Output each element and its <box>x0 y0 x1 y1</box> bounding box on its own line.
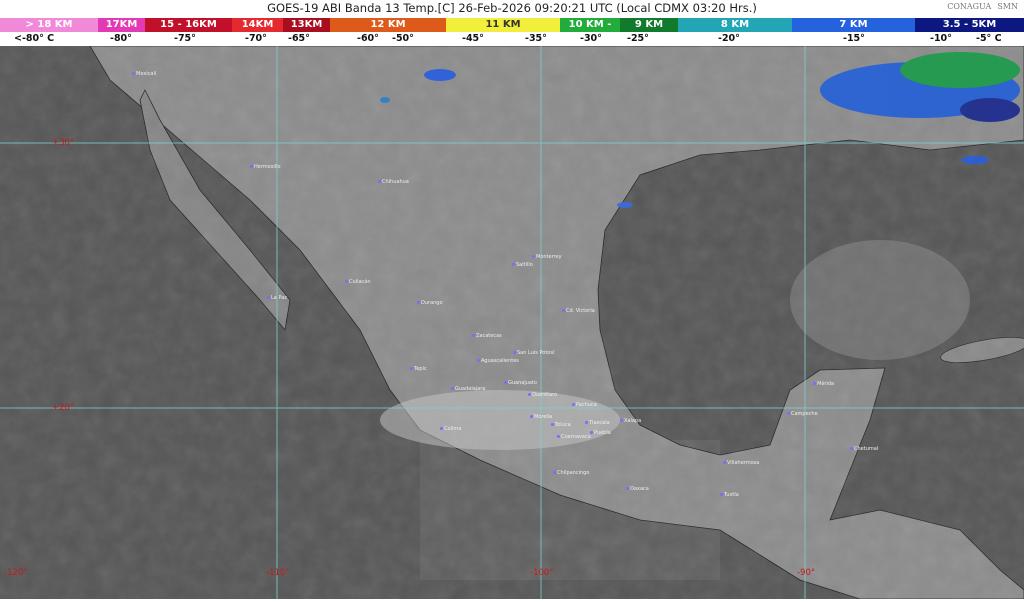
city-marker: Chetumal <box>850 446 878 452</box>
altitude-color-legend: > 18 KM 17KM 15 - 16KM 14KM 13KM 12 KM 11 KM 10… <box>0 18 1024 32</box>
city-marker: Toluca <box>551 422 571 428</box>
city-marker: Zacatecas <box>472 333 502 339</box>
legend-segment: 11 KM <box>446 18 560 32</box>
satellite-map: +30° +20° -120° -110° -100° -90° Mexical… <box>0 45 1024 600</box>
temperature-tick: -35° <box>525 33 547 44</box>
lat-label-20: +20° <box>52 403 75 413</box>
legend-segment: 10 KM - <box>560 18 620 32</box>
city-marker: Aguascalientes <box>477 358 519 364</box>
temperature-tick: -65° <box>288 33 310 44</box>
agency-logos: CONAGUA SMN <box>947 2 1018 11</box>
city-marker: Mérida <box>813 381 834 387</box>
image-title: GOES-19 ABI Banda 13 Temp.[C] 26-Feb-202… <box>267 1 757 15</box>
legend-segment: 14KM <box>232 18 283 32</box>
graticule <box>0 46 1024 599</box>
satellite-image <box>0 45 1024 600</box>
city-marker: Tepic <box>410 366 427 372</box>
city-marker: Cd. Victoria <box>562 308 595 314</box>
temperature-tick: <-80° C <box>14 33 55 44</box>
lon-label-120: -120° <box>4 568 28 578</box>
city-marker: Pachuca <box>572 402 597 408</box>
conagua-logo: CONAGUA <box>947 2 992 11</box>
temperature-tick: -45° <box>462 33 484 44</box>
temperature-tick: -5° C <box>976 33 1002 44</box>
cold-cloud-tops <box>380 52 1020 208</box>
legend-segment: 15 - 16KM <box>145 18 232 32</box>
temperature-tick: -15° <box>843 33 865 44</box>
temperature-tick: -25° <box>627 33 649 44</box>
lon-label-100: -100° <box>530 568 554 578</box>
lat-label-30: +30° <box>52 138 75 148</box>
city-marker: Monterrey <box>532 254 562 260</box>
legend-segment: 7 KM <box>792 18 915 32</box>
city-marker: Villahermosa <box>723 460 759 466</box>
temperature-tick: -80° <box>110 33 132 44</box>
city-marker: Culiacán <box>345 279 370 285</box>
legend-segment: 8 KM <box>678 18 792 32</box>
city-marker: Querétaro <box>528 392 557 398</box>
lon-label-110: -110° <box>266 568 290 578</box>
city-marker: Campeche <box>787 411 818 417</box>
city-marker: Saltillo <box>512 262 533 268</box>
city-marker: Morelia <box>530 414 552 420</box>
legend-segment: > 18 KM <box>0 18 98 32</box>
temperature-tick: -10° <box>930 33 952 44</box>
city-marker: Colima <box>440 426 461 432</box>
temperature-tick: -50° <box>392 33 414 44</box>
city-marker: Guanajuato <box>504 380 537 386</box>
city-marker: Hermosillo <box>250 164 281 170</box>
city-marker: Tuxtla <box>720 492 739 498</box>
city-marker: Durango <box>417 300 443 306</box>
legend-segment: 3.5 - 5KM <box>915 18 1024 32</box>
lon-label-90: -90° <box>797 568 816 578</box>
legend-segment: 9 KM <box>620 18 678 32</box>
city-marker: La Paz <box>267 295 287 301</box>
city-marker: Chilpancingo <box>553 470 589 476</box>
temperature-tick: -70° <box>245 33 267 44</box>
city-marker: Tlaxcala <box>585 420 610 426</box>
city-marker: Chihuahua <box>378 179 409 185</box>
legend-segment: 13KM <box>283 18 330 32</box>
city-marker: Guadalajara <box>451 386 485 392</box>
temperature-tick: -20° <box>718 33 740 44</box>
city-marker: Oaxaca <box>626 486 649 492</box>
temperature-tick: -30° <box>580 33 602 44</box>
temperature-tick: -60° <box>357 33 379 44</box>
temperature-scale: <-80° C -80° -75° -70° -65° -60° -50° -45° -35° -… <box>0 32 1024 46</box>
city-marker: Mexicali <box>132 71 156 77</box>
city-marker: San Luis Potosí <box>513 350 554 356</box>
city-marker: Cuernavaca <box>557 434 591 440</box>
city-marker: Puebla <box>590 430 611 436</box>
city-marker: Xalapa <box>620 418 641 424</box>
smn-logo: SMN <box>997 2 1018 11</box>
temperature-tick: -75° <box>174 33 196 44</box>
legend-segment: 12 KM <box>330 18 446 32</box>
legend-segment: 17KM <box>98 18 145 32</box>
